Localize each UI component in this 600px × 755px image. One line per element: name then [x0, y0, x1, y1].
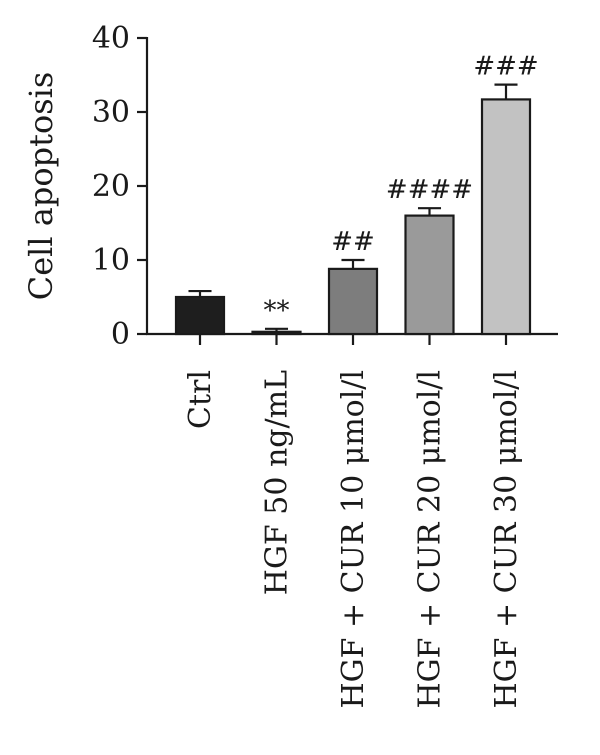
y-tick-label: 20: [92, 169, 130, 204]
y-tick-label: 30: [92, 95, 130, 130]
y-axis-label: Cell apoptosis: [22, 72, 60, 301]
x-tick-label: HGF + CUR 30 μmol/l: [489, 370, 524, 709]
y-tick-label: 10: [92, 243, 130, 278]
significance-label: **: [264, 296, 290, 326]
significance-label: ###: [473, 52, 538, 82]
y-tick-label: 0: [111, 317, 130, 352]
bar-2: [251, 330, 302, 336]
x-tick-labels: Ctrl HGF 50 ng/mL HGF + CUR 10 μmol/l HGF +…: [183, 370, 524, 709]
significance-label: ####: [386, 175, 473, 205]
bar-4: [404, 214, 455, 336]
bar-1: [174, 295, 226, 336]
bar-3: [327, 267, 379, 336]
x-tick-label: HGF 50 ng/mL: [260, 370, 295, 595]
x-tick-label: HGF + CUR 20 μmol/l: [413, 370, 448, 709]
bars: **#########: [174, 52, 539, 336]
bar-5: [480, 98, 532, 336]
x-tick-label: HGF + CUR 10 μmol/l: [336, 370, 371, 709]
y-tick-label: 40: [92, 21, 130, 56]
significance-label: ##: [331, 227, 375, 257]
x-tick-label: Ctrl: [183, 370, 218, 429]
